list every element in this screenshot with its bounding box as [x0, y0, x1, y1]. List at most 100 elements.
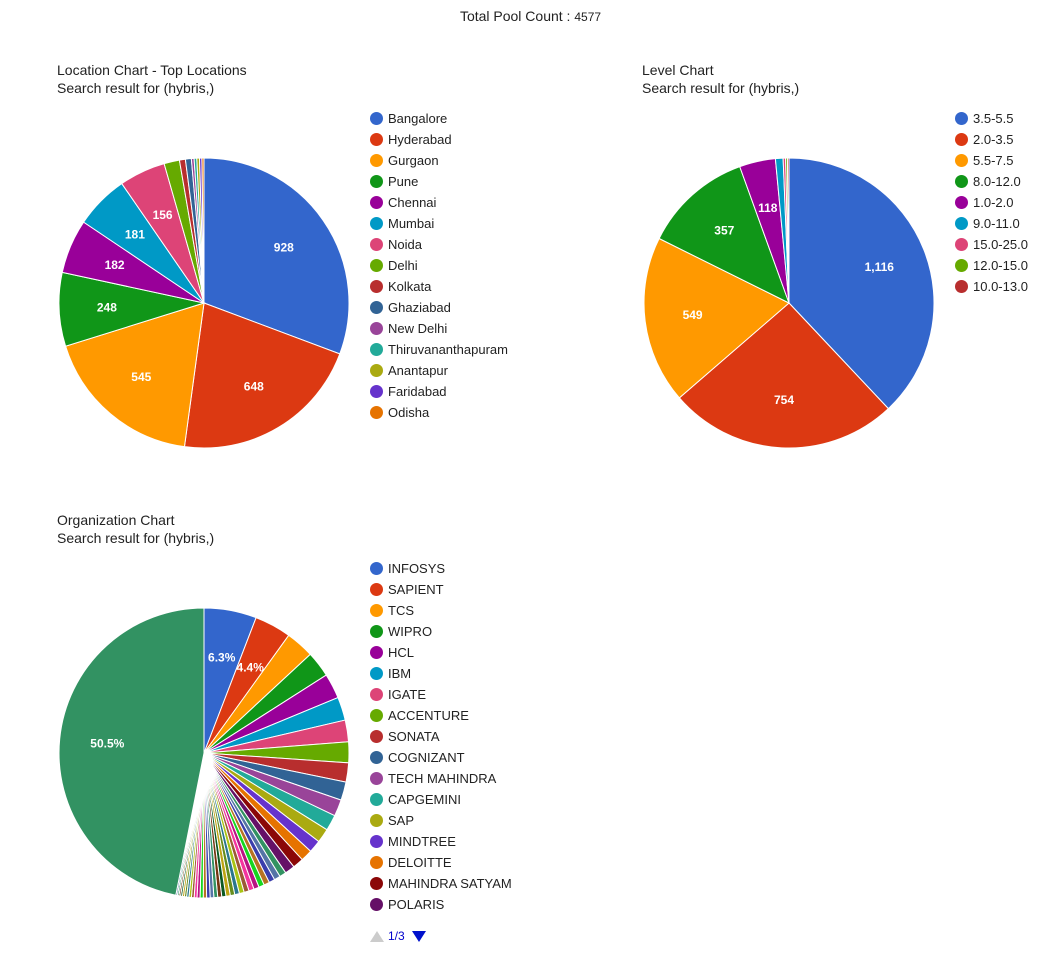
- organization-legend-item[interactable]: SONATA: [370, 726, 512, 747]
- organization-slice-largest[interactable]: [58, 607, 205, 896]
- level-legend-item[interactable]: 10.0-13.0: [955, 276, 1028, 297]
- organization-chart-subtitle: Search result for (hybris,): [57, 530, 215, 546]
- location-legend-label: Delhi: [388, 258, 418, 273]
- organization-legend-item[interactable]: HCL: [370, 642, 512, 663]
- level-chart-title: Level Chart: [642, 62, 714, 78]
- location-legend-item[interactable]: Noida: [370, 234, 508, 255]
- level-slice-2-0-3-5[interactable]: [678, 302, 890, 449]
- organization-legend-swatch: [370, 625, 383, 638]
- location-slice-hyderabad[interactable]: [183, 302, 341, 449]
- level-chart-heading: Level Chart Search result for (hybris,): [642, 61, 799, 97]
- location-legend-item[interactable]: Hyderabad: [370, 129, 508, 150]
- level-slice-5-5-7-5[interactable]: [643, 237, 790, 399]
- organization-legend-swatch: [370, 562, 383, 575]
- location-legend-label: Chennai: [388, 195, 437, 210]
- organization-legend-item[interactable]: CAPGEMINI: [370, 789, 512, 810]
- level-legend-item[interactable]: 3.5-5.5: [955, 108, 1028, 129]
- location-legend-item[interactable]: Odisha: [370, 402, 508, 423]
- level-legend-label: 9.0-11.0: [973, 216, 1020, 231]
- organization-legend-label: POLARIS: [388, 897, 445, 912]
- organization-data-label-largest: 50.5%: [90, 737, 124, 751]
- level-legend-item[interactable]: 2.0-3.5: [955, 129, 1028, 150]
- location-legend-swatch: [370, 343, 383, 356]
- location-legend-item[interactable]: Gurgaon: [370, 150, 508, 171]
- location-legend-item[interactable]: Chennai: [370, 192, 508, 213]
- organization-legend-item[interactable]: SAPIENT: [370, 579, 512, 600]
- location-legend-item[interactable]: Kolkata: [370, 276, 508, 297]
- level-legend-label: 3.5-5.5: [973, 111, 1014, 126]
- organization-legend-item[interactable]: SAP: [370, 810, 512, 831]
- location-legend-item[interactable]: Bangalore: [370, 108, 508, 129]
- level-legend-swatch: [955, 133, 968, 146]
- location-legend-label: Mumbai: [388, 216, 435, 231]
- page-up-icon[interactable]: [370, 930, 384, 942]
- location-data-label-gurgaon: 545: [131, 370, 151, 384]
- level-legend-label: 12.0-15.0: [973, 258, 1028, 273]
- organization-legend-label: CAPGEMINI: [388, 792, 461, 807]
- organization-legend-label: DELOITTE: [388, 855, 452, 870]
- location-slice-gurgaon[interactable]: [64, 302, 205, 448]
- location-legend-item[interactable]: Faridabad: [370, 381, 508, 402]
- organization-legend-item[interactable]: IBM: [370, 663, 512, 684]
- total-pool-count: Total Pool Count : 4577: [0, 8, 1061, 24]
- organization-legend-item[interactable]: MINDTREE: [370, 831, 512, 852]
- organization-legend-item[interactable]: TECH MAHINDRA: [370, 768, 512, 789]
- level-legend-item[interactable]: 5.5-7.5: [955, 150, 1028, 171]
- page-down-icon[interactable]: [411, 930, 426, 942]
- location-legend-item[interactable]: Anantapur: [370, 360, 508, 381]
- location-slice-odisha[interactable]: [201, 157, 205, 304]
- level-legend-swatch: [955, 238, 968, 251]
- level-legend-swatch: [955, 217, 968, 230]
- location-slice-bangalore[interactable]: [203, 157, 350, 355]
- organization-legend-item[interactable]: IGATE: [370, 684, 512, 705]
- location-legend-item[interactable]: Ghaziabad: [370, 297, 508, 318]
- level-legend-item[interactable]: 12.0-15.0: [955, 255, 1028, 276]
- location-legend-swatch: [370, 259, 383, 272]
- organization-legend-item[interactable]: TCS: [370, 600, 512, 621]
- location-data-label-noida: 156: [153, 208, 173, 222]
- organization-legend-item[interactable]: WIPRO: [370, 621, 512, 642]
- level-legend-swatch: [955, 154, 968, 167]
- location-legend-label: Hyderabad: [388, 132, 452, 147]
- location-legend-item[interactable]: Mumbai: [370, 213, 508, 234]
- organization-legend-swatch: [370, 772, 383, 785]
- organization-legend-item[interactable]: COGNIZANT: [370, 747, 512, 768]
- level-slice-3-5-5-5[interactable]: [788, 157, 935, 410]
- level-slice-8-0-12-0[interactable]: [658, 165, 790, 305]
- organization-legend-label: ACCENTURE: [388, 708, 469, 723]
- location-legend-item[interactable]: Delhi: [370, 255, 508, 276]
- organization-legend-item[interactable]: ACCENTURE: [370, 705, 512, 726]
- location-legend-swatch: [370, 175, 383, 188]
- location-legend-swatch: [370, 322, 383, 335]
- location-legend-item[interactable]: Thiruvananthapuram: [370, 339, 508, 360]
- location-legend-item[interactable]: New Delhi: [370, 318, 508, 339]
- organization-legend-swatch: [370, 709, 383, 722]
- location-pie-chart[interactable]: 928 648 545 248 182 181 156: [57, 156, 351, 450]
- location-chart-heading: Location Chart - Top Locations Search re…: [57, 61, 247, 97]
- level-legend-item[interactable]: 9.0-11.0: [955, 213, 1028, 234]
- organization-legend-item[interactable]: MAHINDRA SATYAM: [370, 873, 512, 894]
- location-data-label-chennai: 182: [105, 258, 125, 272]
- location-legend-item[interactable]: Pune: [370, 171, 508, 192]
- location-data-label-bangalore: 928: [274, 241, 294, 255]
- level-legend-item[interactable]: 1.0-2.0: [955, 192, 1028, 213]
- organization-legend-item[interactable]: POLARIS: [370, 894, 512, 915]
- location-legend-swatch: [370, 385, 383, 398]
- organization-chart-heading: Organization Chart Search result for (hy…: [57, 511, 214, 547]
- location-data-label-pune: 248: [97, 300, 117, 314]
- level-slice-10-0-13-0[interactable]: [786, 157, 790, 304]
- organization-legend-item[interactable]: INFOSYS: [370, 558, 512, 579]
- location-legend-swatch: [370, 406, 383, 419]
- level-legend-item[interactable]: 8.0-12.0: [955, 171, 1028, 192]
- organization-legend-label: WIPRO: [388, 624, 433, 639]
- level-legend-label: 8.0-12.0: [973, 174, 1021, 189]
- location-data-label-mumbai: 181: [125, 228, 145, 242]
- organization-legend-item[interactable]: DELOITTE: [370, 852, 512, 873]
- location-chart-title: Location Chart - Top Locations: [57, 62, 247, 78]
- level-legend-item[interactable]: 15.0-25.0: [955, 234, 1028, 255]
- organization-legend-swatch: [370, 835, 383, 848]
- organization-legend-label: HCL: [388, 645, 415, 660]
- organization-pie-chart[interactable]: 6.3%4.4% 50.5%: [57, 606, 351, 900]
- level-pie-chart[interactable]: 1,116 754 549 357 118: [642, 156, 936, 450]
- level-legend-swatch: [955, 280, 968, 293]
